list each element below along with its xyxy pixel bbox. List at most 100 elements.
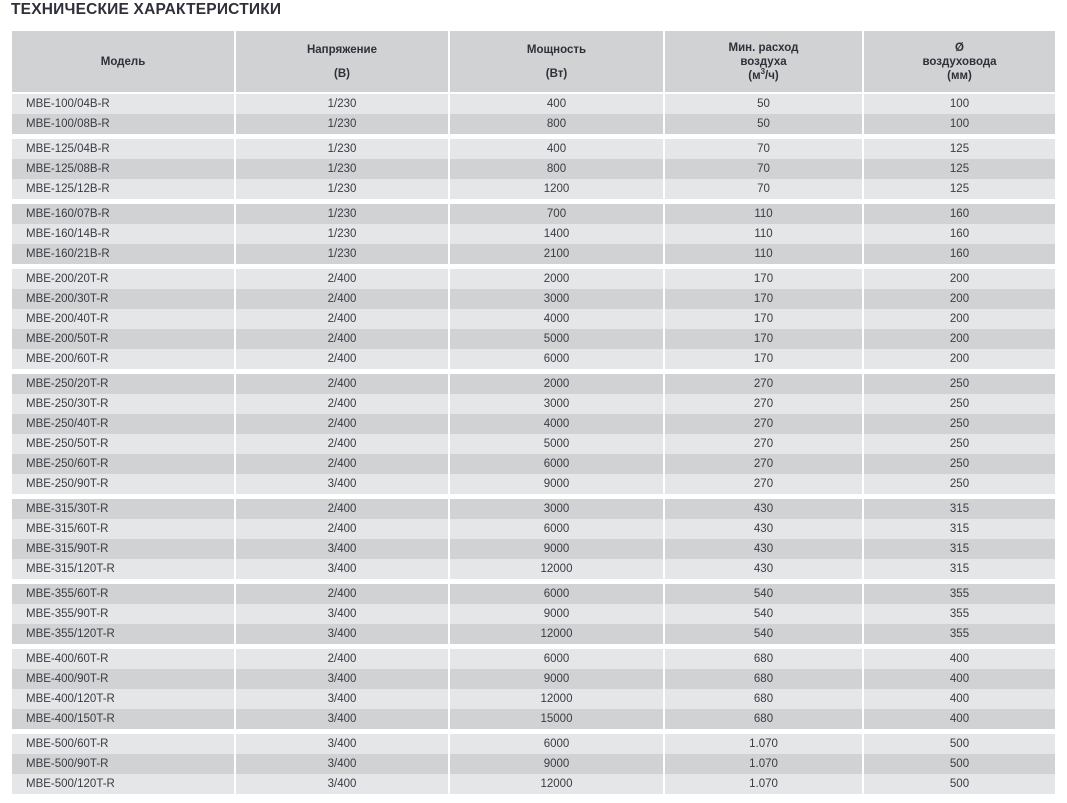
cell-airflow: 1.070 [665, 774, 862, 794]
cell-duct-diameter: 200 [864, 269, 1055, 289]
cell-airflow: 110 [665, 244, 862, 264]
cell-voltage: 2/400 [236, 414, 448, 434]
cell-power: 12000 [450, 689, 663, 709]
cell-power: 12000 [450, 624, 663, 644]
cell-model: MBE-200/20T-R [12, 269, 234, 289]
table-row: MBE-400/90T-R 3/400 9000 680 400 [12, 669, 1055, 689]
table-row: MBE-250/60T-R 2/400 6000 270 250 [12, 454, 1055, 474]
cell-power: 4000 [450, 309, 663, 329]
cell-airflow: 50 [665, 114, 862, 134]
cell-airflow: 1.070 [665, 734, 862, 754]
cell-model: MBE-200/40T-R [12, 309, 234, 329]
cell-model: MBE-100/04B-R [12, 94, 234, 114]
cell-power: 9000 [450, 604, 663, 624]
cell-voltage: 1/230 [236, 139, 448, 159]
cell-model: MBE-100/08B-R [12, 114, 234, 134]
cell-power: 400 [450, 94, 663, 114]
cell-model: MBE-125/04B-R [12, 139, 234, 159]
cell-airflow: 170 [665, 309, 862, 329]
cell-voltage: 3/400 [236, 559, 448, 579]
cell-model: MBE-250/20T-R [12, 374, 234, 394]
cell-voltage: 3/400 [236, 604, 448, 624]
cell-airflow: 270 [665, 434, 862, 454]
cell-duct-diameter: 100 [864, 94, 1055, 114]
cell-voltage: 1/230 [236, 244, 448, 264]
cell-airflow: 430 [665, 539, 862, 559]
cell-duct-diameter: 250 [864, 394, 1055, 414]
cell-voltage: 3/400 [236, 709, 448, 729]
cell-airflow: 170 [665, 349, 862, 369]
cell-airflow: 70 [665, 159, 862, 179]
table-row: MBE-160/07B-R 1/230 700 110 160 [12, 204, 1055, 224]
table-row: MBE-250/20T-R 2/400 2000 270 250 [12, 374, 1055, 394]
cell-model: MBE-400/120T-R [12, 689, 234, 709]
cell-duct-diameter: 355 [864, 624, 1055, 644]
cell-duct-diameter: 125 [864, 159, 1055, 179]
cell-power: 700 [450, 204, 663, 224]
table-row: MBE-500/90T-R 3/400 9000 1.070 500 [12, 754, 1055, 774]
cell-power: 6000 [450, 454, 663, 474]
cell-power: 12000 [450, 559, 663, 579]
cell-duct-diameter: 250 [864, 434, 1055, 454]
cell-model: MBE-200/60T-R [12, 349, 234, 369]
table-row: MBE-355/90T-R 3/400 9000 540 355 [12, 604, 1055, 624]
cell-airflow: 70 [665, 139, 862, 159]
table-group: MBE-355/60T-R 2/400 6000 540 355 MBE-355/90T-… [12, 584, 1055, 644]
cell-power: 6000 [450, 734, 663, 754]
cell-power: 2100 [450, 244, 663, 264]
table-group: MBE-160/07B-R 1/230 700 110 160 MBE-160/14B-R… [12, 204, 1055, 264]
cell-airflow: 430 [665, 519, 862, 539]
cell-power: 2000 [450, 269, 663, 289]
cell-power: 9000 [450, 539, 663, 559]
column-header-airflow: Мин. расход воздуха (м3/ч) [665, 31, 862, 92]
cell-voltage: 2/400 [236, 289, 448, 309]
table-row: MBE-250/30T-R 2/400 3000 270 250 [12, 394, 1055, 414]
table-row: MBE-315/90T-R 3/400 9000 430 315 [12, 539, 1055, 559]
cell-airflow: 170 [665, 269, 862, 289]
cell-voltage: 3/400 [236, 474, 448, 494]
cell-model: MBE-250/30T-R [12, 394, 234, 414]
diameter-icon: Ø [955, 41, 964, 54]
cell-duct-diameter: 125 [864, 179, 1055, 199]
cell-power: 12000 [450, 774, 663, 794]
table-row: MBE-200/50T-R 2/400 5000 170 200 [12, 329, 1055, 349]
cell-duct-diameter: 355 [864, 584, 1055, 604]
cell-duct-diameter: 500 [864, 754, 1055, 774]
cell-power: 800 [450, 159, 663, 179]
cell-voltage: 1/230 [236, 94, 448, 114]
table-row: MBE-160/14B-R 1/230 1400 110 160 [12, 224, 1055, 244]
table-header-row: Модель Напряжение (В) Мощность (Вт) Мин.… [12, 31, 1055, 92]
cell-duct-diameter: 400 [864, 669, 1055, 689]
column-header-airflow-label2: воздуха [740, 55, 787, 68]
cell-model: MBE-355/60T-R [12, 584, 234, 604]
cell-voltage: 2/400 [236, 519, 448, 539]
cell-airflow: 270 [665, 374, 862, 394]
cell-voltage: 1/230 [236, 179, 448, 199]
cell-model: MBE-250/60T-R [12, 454, 234, 474]
cell-voltage: 2/400 [236, 394, 448, 414]
cell-airflow: 540 [665, 584, 862, 604]
column-header-duct-label: воздуховода [922, 55, 997, 68]
cell-airflow: 680 [665, 689, 862, 709]
column-header-duct-unit: (мм) [947, 69, 972, 82]
cell-airflow: 680 [665, 649, 862, 669]
table-row: MBE-500/60T-R 3/400 6000 1.070 500 [12, 734, 1055, 754]
cell-voltage: 2/400 [236, 374, 448, 394]
cell-voltage: 3/400 [236, 669, 448, 689]
table-group: MBE-315/30T-R 2/400 3000 430 315 MBE-315/60T-… [12, 499, 1055, 579]
cell-model: MBE-500/120T-R [12, 774, 234, 794]
column-header-model-label: Модель [100, 55, 146, 68]
column-header-voltage: Напряжение (В) [236, 31, 448, 92]
cell-duct-diameter: 500 [864, 734, 1055, 754]
column-header-power-unit: (Вт) [545, 67, 568, 80]
cell-duct-diameter: 315 [864, 499, 1055, 519]
cell-airflow: 50 [665, 94, 862, 114]
column-header-voltage-label: Напряжение [306, 43, 378, 56]
cell-model: MBE-315/30T-R [12, 499, 234, 519]
cell-airflow: 270 [665, 414, 862, 434]
cell-airflow: 270 [665, 394, 862, 414]
cell-airflow: 170 [665, 329, 862, 349]
cell-voltage: 2/400 [236, 584, 448, 604]
table-row: MBE-100/04B-R 1/230 400 50 100 [12, 94, 1055, 114]
